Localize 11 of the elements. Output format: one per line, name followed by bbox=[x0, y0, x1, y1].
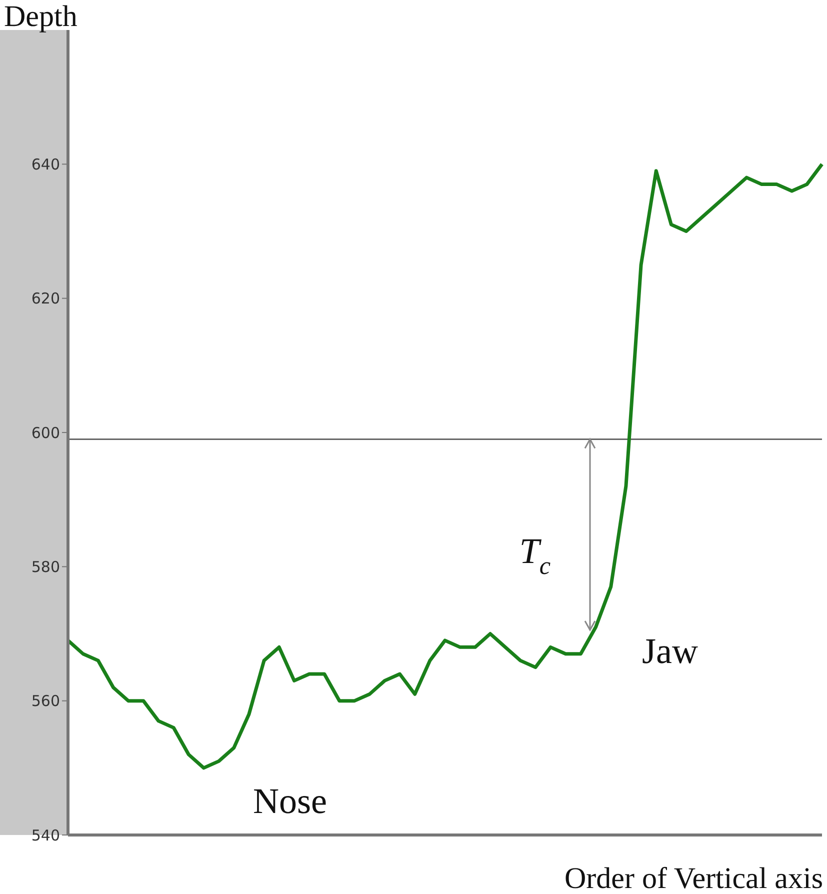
annotation: Nose bbox=[253, 781, 327, 822]
annotation: Jaw bbox=[642, 631, 698, 672]
y-tick-label: 620 bbox=[31, 290, 60, 308]
x-axis-title: Order of Vertical axis bbox=[564, 862, 823, 894]
annotation: T$_{c}$ bbox=[519, 531, 551, 580]
y-tick-label: 600 bbox=[31, 424, 60, 442]
y-tick-label: 540 bbox=[31, 826, 60, 844]
y-axis-title: Depth bbox=[4, 0, 78, 33]
y-tick-label: 580 bbox=[31, 558, 60, 576]
y-tick-label: 640 bbox=[31, 155, 60, 174]
y-tick-label: 560 bbox=[31, 692, 60, 710]
